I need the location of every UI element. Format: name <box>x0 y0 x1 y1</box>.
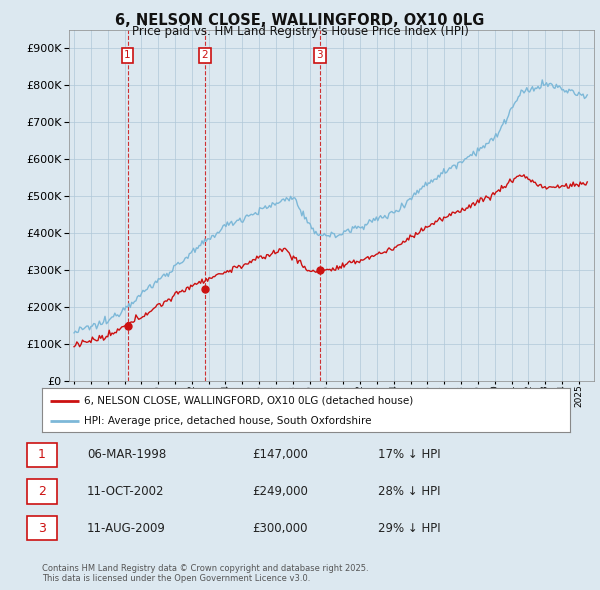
Text: 28% ↓ HPI: 28% ↓ HPI <box>378 485 440 498</box>
Text: 6, NELSON CLOSE, WALLINGFORD, OX10 0LG: 6, NELSON CLOSE, WALLINGFORD, OX10 0LG <box>115 13 485 28</box>
Text: 1: 1 <box>38 448 46 461</box>
Text: 11-OCT-2002: 11-OCT-2002 <box>87 485 164 498</box>
Text: 2: 2 <box>38 485 46 498</box>
Text: 11-AUG-2009: 11-AUG-2009 <box>87 522 166 535</box>
Text: Price paid vs. HM Land Registry's House Price Index (HPI): Price paid vs. HM Land Registry's House … <box>131 25 469 38</box>
Text: £249,000: £249,000 <box>252 485 308 498</box>
Text: 3: 3 <box>317 50 323 60</box>
Text: HPI: Average price, detached house, South Oxfordshire: HPI: Average price, detached house, Sout… <box>84 416 372 426</box>
Text: £300,000: £300,000 <box>252 522 308 535</box>
Text: Contains HM Land Registry data © Crown copyright and database right 2025.
This d: Contains HM Land Registry data © Crown c… <box>42 563 368 583</box>
Text: 6, NELSON CLOSE, WALLINGFORD, OX10 0LG (detached house): 6, NELSON CLOSE, WALLINGFORD, OX10 0LG (… <box>84 396 413 406</box>
Text: 17% ↓ HPI: 17% ↓ HPI <box>378 448 440 461</box>
Text: 3: 3 <box>38 522 46 535</box>
Text: 2: 2 <box>202 50 208 60</box>
Text: 06-MAR-1998: 06-MAR-1998 <box>87 448 166 461</box>
Text: 1: 1 <box>124 50 131 60</box>
Text: 29% ↓ HPI: 29% ↓ HPI <box>378 522 440 535</box>
Text: £147,000: £147,000 <box>252 448 308 461</box>
